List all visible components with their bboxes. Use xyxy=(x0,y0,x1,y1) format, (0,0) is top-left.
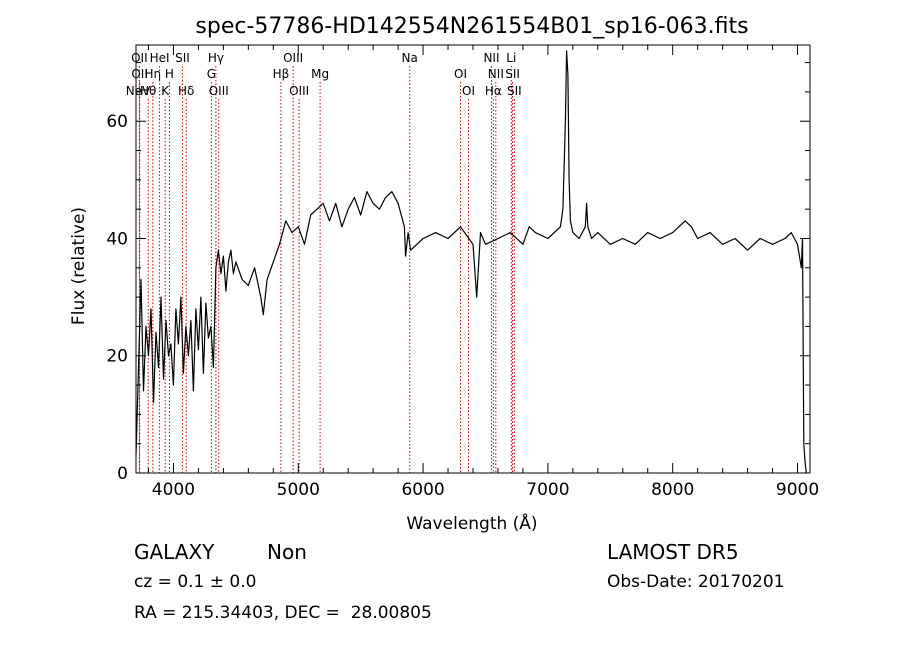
line-label-8: SII xyxy=(175,51,190,65)
line-label-15: OIII xyxy=(289,84,309,98)
object-subclass: Non xyxy=(267,540,307,564)
line-label-1: OII xyxy=(131,51,148,65)
line-label-11: G xyxy=(207,67,216,81)
chart-title: spec-57786-HD142554N261554B01_sp16-063.f… xyxy=(195,14,748,39)
line-label-5: HeI xyxy=(150,51,170,65)
plot-frame xyxy=(135,44,811,474)
line-label-14: OIII xyxy=(283,51,303,65)
line-label-13: Hβ xyxy=(273,67,290,81)
series-0-line xyxy=(135,50,807,474)
line-label-17: Na xyxy=(402,51,418,65)
line-label-23: Li xyxy=(506,51,516,65)
line-markers: NeVOIIOIIHθHηHeIKHSIIHδHγGOIIIHβOIIIOIII… xyxy=(126,51,522,473)
line-label-2: OII xyxy=(131,67,148,81)
line-label-25: SII xyxy=(507,84,522,98)
line-label-18: OI xyxy=(454,67,467,81)
line-label-7: H xyxy=(165,67,174,81)
x-tick-label-5000: 5000 xyxy=(277,480,320,500)
line-label-4: Hη xyxy=(145,67,162,81)
spectrum-series xyxy=(135,50,807,474)
line-label-9: Hδ xyxy=(178,84,194,98)
x-axis-label: Wavelength (Å) xyxy=(406,512,537,534)
y-axis-label: Flux (relative) xyxy=(69,207,89,325)
x-tick-label-7000: 7000 xyxy=(526,480,569,500)
line-label-6: K xyxy=(161,84,170,98)
y-tick-label-20: 20 xyxy=(106,347,128,367)
y-tick-label-40: 40 xyxy=(106,229,128,249)
line-label-3: Hθ xyxy=(140,84,156,98)
x-tick-label-4000: 4000 xyxy=(152,480,195,500)
line-label-0: NeV xyxy=(126,84,151,98)
x-tick-label-6000: 6000 xyxy=(401,480,444,500)
survey-name: LAMOST DR5 xyxy=(607,540,739,564)
object-class: GALAXY xyxy=(134,540,215,564)
line-label-12: OIII xyxy=(209,84,229,98)
line-label-16: Mg xyxy=(311,67,329,81)
line-label-21: Hα xyxy=(485,84,502,98)
y-tick-label-60: 60 xyxy=(106,112,128,132)
y-tick-label-0: 0 xyxy=(117,464,128,484)
line-label-19: OI xyxy=(462,84,475,98)
x-tick-label-8000: 8000 xyxy=(651,480,694,500)
line-label-24: SII xyxy=(505,67,520,81)
observation-date: Obs-Date: 20170201 xyxy=(607,572,785,592)
redshift-cz: cz = 0.1 ± 0.0 xyxy=(134,572,257,592)
line-label-10: Hγ xyxy=(208,51,224,65)
axes: 4000 5000 6000 7000 8000 9000 0 20 40 60 xyxy=(106,45,819,500)
line-label-20: NII xyxy=(483,51,499,65)
coordinates: RA = 215.34403, DEC = 28.00805 xyxy=(134,603,432,623)
line-label-22: NII xyxy=(488,67,504,81)
x-tick-label-9000: 9000 xyxy=(776,480,819,500)
